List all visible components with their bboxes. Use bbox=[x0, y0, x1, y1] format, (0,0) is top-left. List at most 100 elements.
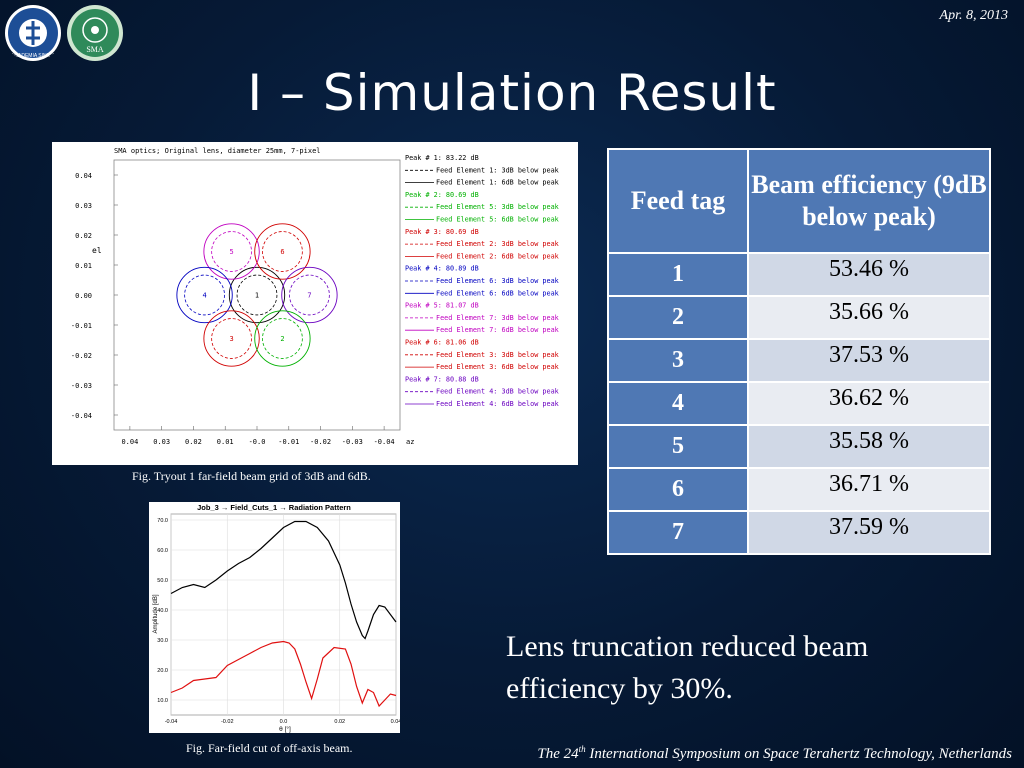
beam-3db-contour bbox=[203, 310, 260, 367]
y-tick-label: 0.01 bbox=[75, 262, 92, 270]
feed-tag-cell: 7 bbox=[607, 510, 749, 555]
legend-entry: Feed Element 1: 3dB below peak bbox=[436, 166, 559, 174]
footer-text-pre: The 24 bbox=[537, 746, 579, 762]
radiation-pattern-figure: Job_3 → Field_Cuts_1 → Radiation Pattern… bbox=[149, 502, 401, 733]
x-tick-label: -0.02 bbox=[310, 438, 331, 446]
table-row: 4 36.62 % bbox=[607, 381, 991, 426]
y-tick-label: 40.0 bbox=[157, 608, 168, 614]
feed-tag-cell: 5 bbox=[607, 424, 749, 469]
beam-label: 2 bbox=[280, 335, 284, 343]
legend-entry: Feed Element 5: 6dB below peak bbox=[436, 216, 559, 224]
y-tick-label: -0.04 bbox=[71, 412, 92, 420]
legend-entry: Feed Element 2: 6dB below peak bbox=[436, 252, 559, 260]
efficiency-cell: 36.62 % bbox=[747, 381, 991, 426]
beam-label: 6 bbox=[280, 248, 284, 256]
y-tick-label: -0.01 bbox=[71, 322, 92, 330]
sma-logo: SMA bbox=[67, 5, 123, 61]
footer-superscript: th bbox=[578, 744, 586, 754]
feed-tag-cell: 2 bbox=[607, 295, 749, 340]
x-axis-label: θ [°] bbox=[279, 725, 291, 733]
efficiency-cell: 35.66 % bbox=[747, 295, 991, 340]
series-line bbox=[170, 640, 397, 708]
y-tick-label: 60.0 bbox=[157, 548, 168, 554]
legend-entry: Feed Element 4: 6dB below peak bbox=[436, 400, 559, 408]
efficiency-cell: 35.58 % bbox=[747, 424, 991, 469]
beam-grid-figure: SMA optics; Original lens, diameter 25mm… bbox=[52, 142, 578, 465]
beam-6db-contour bbox=[184, 274, 225, 316]
beam-3db-contour bbox=[203, 223, 260, 280]
x-tick-label: -0.04 bbox=[165, 719, 178, 725]
feed-tag-cell: 1 bbox=[607, 252, 749, 297]
conclusion-note: Lens truncation reduced beam efficiency … bbox=[506, 630, 869, 705]
plot-title: SMA optics; Original lens, diameter 25mm… bbox=[114, 147, 321, 155]
y-tick-label: 30.0 bbox=[157, 638, 168, 644]
x-axis-label: az bbox=[406, 438, 414, 446]
x-tick-label: -0.03 bbox=[342, 438, 363, 446]
figure2-caption: Fig. Far-field cut of off-axis beam. bbox=[186, 741, 353, 755]
table-row: 1 53.46 % bbox=[607, 252, 991, 297]
header-feed-tag: Feed tag bbox=[607, 148, 749, 254]
beam-efficiency-table: Feed tag Beam efficiency (9dB below peak… bbox=[607, 148, 991, 555]
beam-grid-plot: SMA optics; Original lens, diameter 25mm… bbox=[71, 147, 559, 446]
efficiency-cell: 37.59 % bbox=[747, 510, 991, 555]
beam-6db-contour bbox=[211, 231, 252, 272]
efficiency-cell: 37.53 % bbox=[747, 338, 991, 383]
legend-entry: Feed Element 5: 3dB below peak bbox=[436, 203, 559, 211]
beam-label: 3 bbox=[229, 335, 233, 343]
x-tick-label: 0.04 bbox=[391, 719, 400, 725]
y-tick-label: 0.03 bbox=[75, 202, 92, 210]
feed-tag-cell: 6 bbox=[607, 467, 749, 512]
efficiency-cell: 36.71 % bbox=[747, 467, 991, 512]
legend-entry: Peak # 3: 80.69 dB bbox=[405, 228, 479, 236]
beam-6db-contour bbox=[236, 274, 278, 316]
beam-3db-contour bbox=[281, 266, 338, 324]
x-tick-label: 0.03 bbox=[153, 438, 170, 446]
beam-label: 4 bbox=[202, 292, 206, 300]
beam-3db-contour bbox=[254, 223, 311, 280]
efficiency-cell: 53.46 % bbox=[747, 252, 991, 297]
table-header-row: Feed tag Beam efficiency (9dB below peak… bbox=[607, 148, 991, 254]
beam-6db-contour bbox=[211, 318, 252, 359]
legend-entry: Feed Element 6: 6dB below peak bbox=[436, 289, 559, 297]
legend-entry: Feed Element 3: 3dB below peak bbox=[436, 351, 559, 359]
beam-label: 5 bbox=[229, 248, 233, 256]
legend-entry: Peak # 1: 83.22 dB bbox=[405, 154, 479, 162]
y-axis-label: Amplitude [dB] bbox=[153, 594, 159, 633]
x-tick-label: -0.04 bbox=[374, 438, 395, 446]
legend-entry: Feed Element 4: 3dB below peak bbox=[436, 388, 559, 396]
table-row: 2 35.66 % bbox=[607, 295, 991, 340]
slide-date: Apr. 8, 2013 bbox=[939, 8, 1008, 23]
y-tick-label: -0.03 bbox=[71, 382, 92, 390]
y-tick-label: 10.0 bbox=[157, 698, 168, 704]
legend-entry: Peak # 6: 81.06 dB bbox=[405, 339, 479, 347]
legend-entry: Peak # 5: 81.07 dB bbox=[405, 302, 479, 310]
y-tick-label: 0.00 bbox=[75, 292, 92, 300]
y-tick-label: 0.04 bbox=[75, 172, 92, 180]
footer-text-post: International Symposium on Space Teraher… bbox=[585, 746, 1012, 762]
legend-entry: Feed Element 6: 3dB below peak bbox=[436, 277, 559, 285]
x-tick-label: -0.02 bbox=[221, 719, 234, 725]
x-tick-label: 0.01 bbox=[217, 438, 234, 446]
header-beam-efficiency: Beam efficiency (9dB below peak) bbox=[747, 148, 991, 254]
legend-entry: Peak # 7: 80.88 dB bbox=[405, 375, 479, 383]
y-tick-label: 0.02 bbox=[75, 232, 92, 240]
legend-entry: Feed Element 7: 3dB below peak bbox=[436, 314, 559, 322]
x-tick-label: 0.02 bbox=[185, 438, 202, 446]
beam-6db-contour bbox=[262, 231, 303, 272]
table-row: 6 36.71 % bbox=[607, 467, 991, 512]
x-tick-label: -0.0 bbox=[249, 438, 266, 446]
chart-title: Job_3 → Field_Cuts_1 → Radiation Pattern bbox=[197, 503, 351, 512]
series-line bbox=[170, 520, 397, 640]
beam-label: 7 bbox=[307, 292, 311, 300]
svg-text:ACADEMIA SINICA: ACADEMIA SINICA bbox=[11, 53, 56, 59]
legend-entry: Feed Element 2: 3dB below peak bbox=[436, 240, 559, 248]
beam-3db-contour bbox=[254, 310, 311, 367]
beam-label: 1 bbox=[255, 292, 259, 300]
beam-6db-contour bbox=[289, 274, 330, 316]
beam-3db-contour bbox=[176, 266, 233, 324]
svg-text:SMA: SMA bbox=[86, 45, 104, 54]
beam-3db-contour bbox=[228, 266, 286, 324]
legend-entry: Feed Element 3: 6dB below peak bbox=[436, 363, 559, 371]
feed-tag-cell: 3 bbox=[607, 338, 749, 383]
y-tick-label: 20.0 bbox=[157, 668, 168, 674]
